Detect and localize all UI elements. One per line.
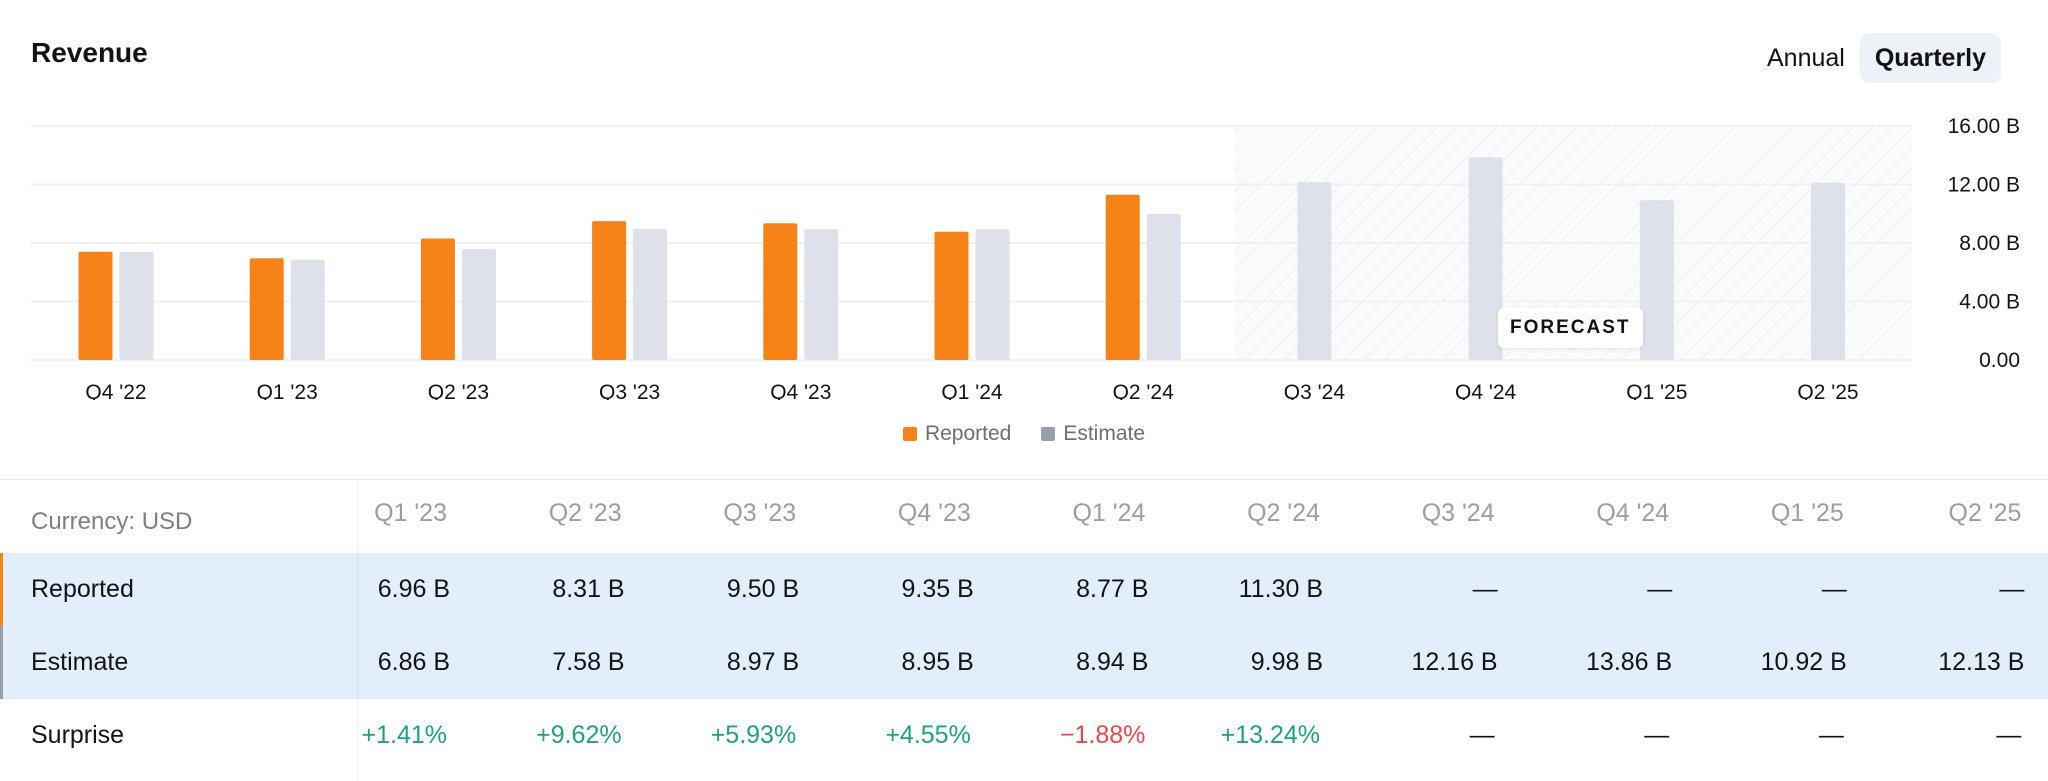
x-tick-label: Q1 '23: [257, 381, 318, 400]
bar-estimate: [633, 228, 668, 360]
bar-estimate: [1146, 214, 1181, 360]
table-cell: 12.13 B: [1938, 648, 2025, 676]
table-cell: —: [1472, 575, 1498, 603]
column-header: Q3 '23: [723, 499, 797, 527]
row-label-reported: Reported: [31, 575, 134, 603]
y-tick-label: 8.00 B: [1959, 232, 2020, 255]
table-row-reported: Reported 6.96 B 8.31 B 9.50 B 9.35 B 8.77 B 1…: [0, 553, 2048, 626]
bar-estimate: [804, 229, 839, 360]
table-row-surprise: Surprise +1.41% +9.62% +5.93% +4.55% −1.88% +…: [0, 699, 2048, 772]
bar-reported: [934, 231, 969, 360]
table-row-estimate: Estimate 6.86 B 7.58 B 8.97 B 8.95 B 8.94 B 9…: [0, 626, 2048, 699]
sticky-column-shadow: [357, 480, 360, 781]
table-cell: 7.58 B: [552, 648, 625, 676]
column-header: Q4 '24: [1596, 499, 1670, 527]
table-cell: —: [1999, 575, 2025, 603]
legend-swatch-estimate: [1041, 427, 1056, 441]
x-tick-label: Q4 '23: [770, 381, 831, 400]
x-tick-label: Q3 '23: [599, 381, 660, 400]
table-cell: 11.30 B: [1238, 575, 1323, 603]
table-cell: +9.62%: [536, 721, 622, 749]
y-tick-label: 16.00 B: [1948, 115, 2020, 138]
table-cell: —: [1469, 721, 1495, 749]
chart-legend: Reported Estimate: [0, 422, 2048, 446]
bar-estimate: [461, 249, 496, 360]
column-header: Q2 '24: [1247, 499, 1320, 527]
x-tick-label: Q1 '24: [941, 381, 1003, 400]
period-toggle: Annual Quarterly: [1752, 33, 2002, 83]
bar-estimate: [1297, 182, 1332, 360]
bar-reported: [1105, 194, 1140, 360]
bar-estimate: [1468, 157, 1503, 360]
table-cell: 8.77 B: [1076, 575, 1149, 603]
column-header: Q1 '23: [374, 499, 447, 527]
table-cell: 8.94 B: [1076, 648, 1149, 676]
legend-label-reported: Reported: [924, 422, 1012, 445]
section-divider: [0, 479, 2048, 480]
x-tick-label: Q3 '24: [1284, 381, 1346, 400]
table-cell: 10.92 B: [1760, 648, 1847, 676]
bar-reported: [763, 223, 798, 360]
table-cell: 8.97 B: [726, 648, 800, 676]
legend-swatch-reported: [902, 427, 917, 441]
annual-toggle-button[interactable]: Annual: [1767, 44, 1845, 72]
row-label-estimate: Estimate: [31, 648, 129, 676]
column-header: Q3 '24: [1421, 499, 1495, 527]
x-tick-label: Q4 '22: [85, 381, 146, 400]
forecast-badge: FORECAST: [1498, 308, 1643, 348]
table-cell: 8.95 B: [901, 648, 974, 676]
table-header-row: Currency: USD Q1 '23 Q2 '23 Q3 '23 Q4 '23 Q1…: [0, 480, 2048, 553]
table-cell: 12.16 B: [1411, 648, 1498, 676]
column-header: Q4 '23: [897, 499, 971, 527]
table-cell: 9.98 B: [1250, 648, 1323, 676]
column-header: Q2 '25: [1948, 499, 2022, 527]
y-tick-label: 4.00 B: [1959, 291, 2020, 314]
table-cell: 9.35 B: [901, 575, 974, 603]
section-title: Revenue: [31, 37, 148, 68]
table-cell: 8.31 B: [552, 575, 625, 603]
column-header: Q2 '23: [548, 499, 622, 527]
revenue-table: Currency: USD Q1 '23 Q2 '23 Q3 '23 Q4 '23 Q1…: [0, 480, 2048, 772]
y-tick-label: 0.00: [1979, 349, 2020, 372]
legend-label-estimate: Estimate: [1063, 422, 1146, 445]
legend-item-estimate[interactable]: Estimate: [1041, 422, 1145, 446]
quarterly-toggle-button[interactable]: Quarterly: [1859, 33, 2002, 83]
x-tick-label: Q2 '24: [1113, 381, 1175, 400]
table-cell: 6.96 B: [377, 575, 450, 603]
table-cell: −1.88%: [1059, 721, 1146, 749]
row-label-surprise: Surprise: [31, 721, 125, 749]
x-tick-label: Q2 '25: [1797, 381, 1858, 400]
bar-estimate: [1811, 182, 1845, 360]
table-cell: —: [1996, 721, 2022, 749]
table-cell: —: [1818, 721, 1844, 749]
table-cell: 13.86 B: [1586, 648, 1673, 676]
revenue-bar-chart: 16.00 B 12.00 B 8.00 B 4.00 B 0.00 Q4 '22 Q1 …: [31, 115, 2020, 400]
table-cell: +4.55%: [885, 721, 971, 749]
table-cell: +5.93%: [710, 721, 797, 749]
currency-label: Currency: USD: [31, 507, 193, 535]
legend-item-reported[interactable]: Reported: [902, 422, 1012, 446]
bar-reported: [249, 258, 284, 360]
bar-reported: [78, 251, 113, 360]
table-cell: +13.24%: [1220, 721, 1320, 749]
table-cell: —: [1821, 575, 1847, 603]
x-tick-label: Q4 '24: [1455, 381, 1517, 400]
bar-estimate: [1639, 200, 1674, 360]
table-cell: 6.86 B: [377, 648, 450, 676]
table-cell: 9.50 B: [726, 575, 800, 603]
table-cell: +1.41%: [361, 721, 448, 749]
y-tick-label: 12.00 B: [1948, 174, 2020, 197]
column-header: Q1 '25: [1770, 499, 1844, 527]
table-cell: —: [1647, 575, 1673, 603]
bar-estimate: [975, 229, 1010, 360]
bar-reported: [420, 238, 455, 360]
table-cell: —: [1644, 721, 1670, 749]
bar-reported: [592, 221, 627, 360]
column-header: Q1 '24: [1072, 499, 1146, 527]
x-tick-label: Q2 '23: [428, 381, 489, 400]
x-tick-label: Q1 '25: [1626, 381, 1687, 400]
bar-estimate: [119, 251, 154, 360]
bar-estimate: [290, 259, 325, 360]
